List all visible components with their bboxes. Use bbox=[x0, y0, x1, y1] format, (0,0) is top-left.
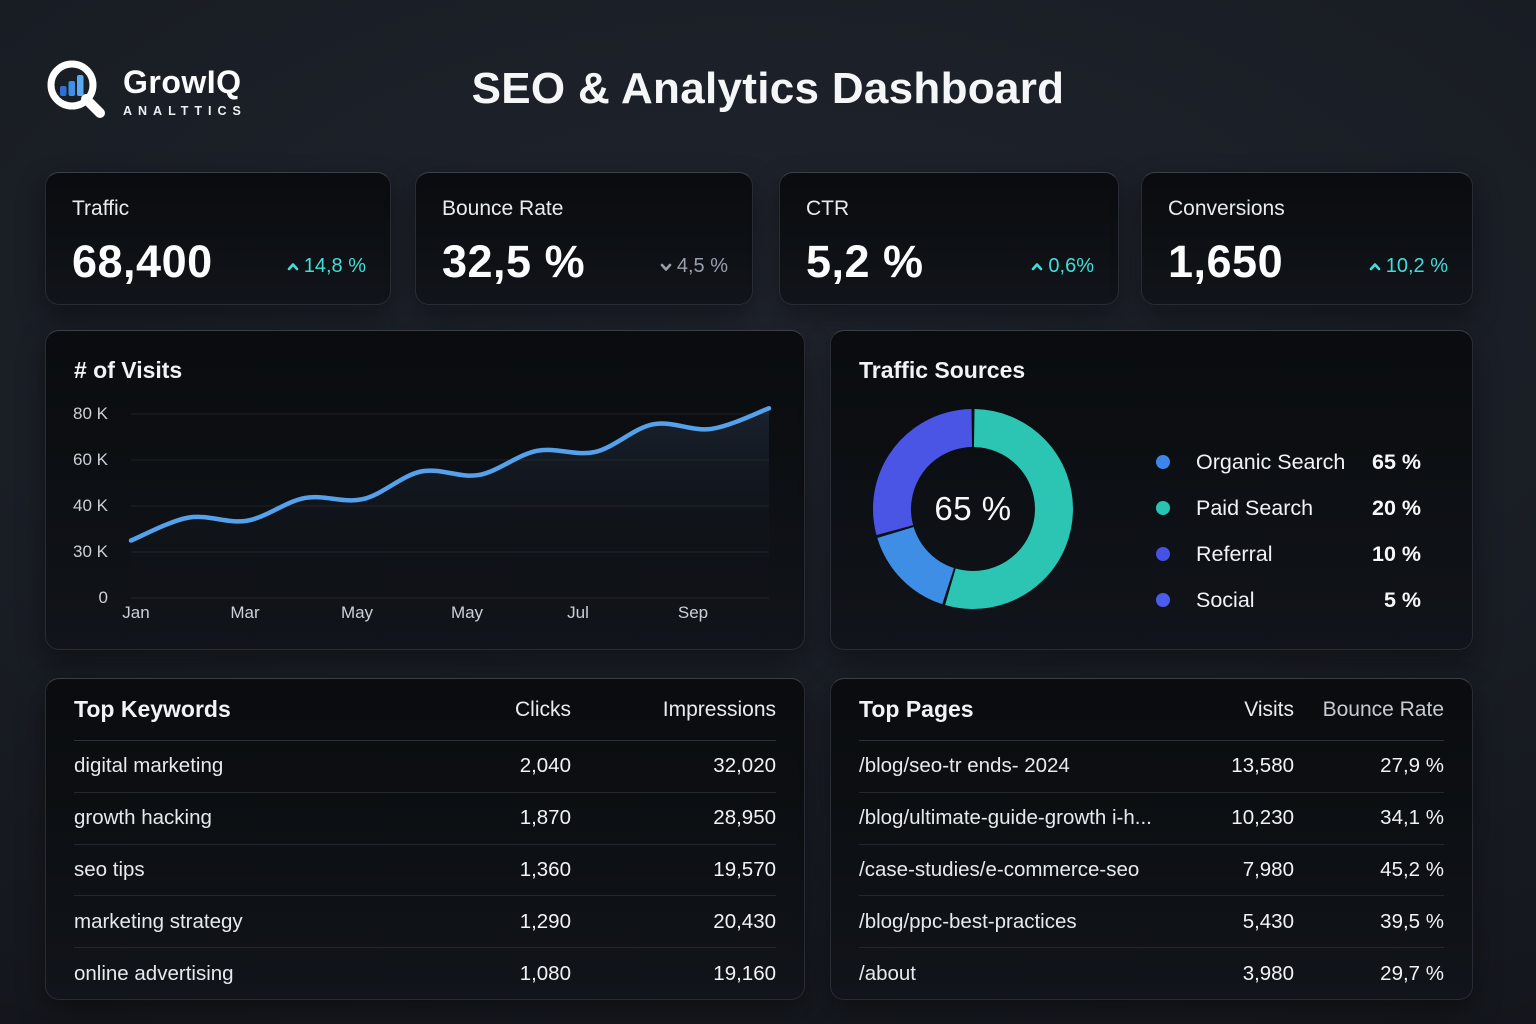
column-header-bounce-rate: Bounce Rate bbox=[1322, 697, 1444, 721]
x-tick-label: Jul bbox=[567, 603, 589, 622]
table-row[interactable]: seo tips 1,360 19,570 bbox=[74, 845, 776, 897]
legend-dot-icon bbox=[1156, 501, 1170, 515]
kpi-value: 5,2 % bbox=[806, 236, 924, 287]
traffic-sources-card: Traffic Sources 65 % Organic Search 65 %… bbox=[830, 330, 1473, 650]
kpi-card-conversions: Conversions 1,650 10,2 % bbox=[1141, 172, 1473, 305]
visits-chart-card: # of Visits 80 K 60 K 40 K 30 K 0 Jan Ma… bbox=[45, 330, 805, 650]
logo[interactable]: GrowIQ ANALTTICS bbox=[45, 58, 247, 126]
kpi-delta: 10,2 % bbox=[1368, 255, 1448, 278]
y-tick-label: 30 K bbox=[73, 542, 108, 561]
table-row[interactable]: /blog/ultimate-guide-growth i-h... 10,23… bbox=[859, 793, 1444, 845]
kpi-label: Bounce Rate bbox=[442, 197, 564, 220]
kpi-delta: 4,5 % bbox=[659, 255, 728, 278]
table-row[interactable]: online advertising 1,080 19,160 bbox=[74, 961, 776, 985]
kpi-label: CTR bbox=[806, 197, 850, 220]
top-pages-header: Top Pages Visits Bounce Rate bbox=[859, 679, 1444, 741]
kpi-value: 1,650 bbox=[1168, 236, 1284, 287]
logo-name: GrowIQ bbox=[123, 64, 242, 101]
table-row[interactable]: /about 3,980 29,7 % bbox=[859, 961, 1444, 985]
kpi-value: 68,400 bbox=[72, 236, 213, 287]
donut-center-label: 65 % bbox=[934, 490, 1012, 527]
kpi-card-bounce-rate: Bounce Rate 32,5 % 4,5 % bbox=[415, 172, 753, 305]
table-row[interactable]: /blog/ppc-best-practices 5,430 39,5 % bbox=[859, 896, 1444, 949]
x-tick-label: May bbox=[340, 603, 374, 622]
legend-item-social[interactable]: Social 5 % bbox=[1156, 577, 1421, 623]
kpi-delta: 0,6% bbox=[1030, 255, 1094, 278]
table-title: Top Keywords bbox=[74, 696, 231, 722]
visits-line-chart bbox=[128, 406, 772, 599]
kpi-delta: 14,8 % bbox=[286, 255, 366, 278]
kpi-label: Traffic bbox=[72, 197, 130, 220]
page-title: SEO & Analytics Dashboard bbox=[471, 64, 1065, 113]
kpi-value: 32,5 % bbox=[442, 236, 586, 287]
x-tick-label: May bbox=[450, 603, 484, 622]
table-row[interactable]: /blog/seo-tr ends- 2024 13,580 27,9 % bbox=[859, 741, 1444, 793]
legend-dot-icon bbox=[1156, 593, 1170, 607]
traffic-sources-title: Traffic Sources bbox=[859, 357, 1026, 383]
legend-dot-icon bbox=[1156, 455, 1170, 469]
y-tick-label: 0 bbox=[98, 588, 108, 607]
visits-chart-title: # of Visits bbox=[74, 357, 183, 383]
table-row[interactable]: digital marketing 2,040 32,020 bbox=[74, 741, 776, 793]
column-header-visits: Visits bbox=[1244, 697, 1294, 721]
y-tick-label: 40 K bbox=[73, 496, 108, 515]
legend-item-paid-search[interactable]: Paid Search 20 % bbox=[1156, 485, 1421, 531]
table-row[interactable]: marketing strategy 1,290 20,430 bbox=[74, 896, 776, 949]
y-tick-label: 60 K bbox=[73, 450, 108, 469]
legend-item-organic-search[interactable]: Organic Search 65 % bbox=[1156, 439, 1421, 485]
column-header-clicks: Clicks bbox=[515, 697, 571, 721]
top-pages-card: Top Pages Visits Bounce Rate /blog/seo-t… bbox=[830, 678, 1473, 1000]
x-tick-label: Sep bbox=[677, 603, 709, 622]
traffic-sources-legend: Organic Search 65 % Paid Search 20 % Ref… bbox=[1156, 439, 1421, 623]
table-row[interactable]: /case-studies/e-commerce-seo 7,980 45,2 … bbox=[859, 845, 1444, 897]
table-row[interactable]: growth hacking 1,870 28,950 bbox=[74, 793, 776, 845]
column-header-impressions: Impressions bbox=[662, 697, 776, 721]
legend-dot-icon bbox=[1156, 547, 1170, 561]
traffic-sources-donut-chart bbox=[873, 408, 1073, 609]
trend-up-icon bbox=[1369, 262, 1381, 270]
logo-subtitle: ANALTTICS bbox=[123, 103, 247, 118]
trend-up-icon bbox=[287, 262, 299, 270]
legend-item-referral[interactable]: Referral 10 % bbox=[1156, 531, 1421, 577]
top-keywords-header: Top Keywords Clicks Impressions bbox=[74, 679, 776, 741]
x-tick-label: Jan bbox=[122, 603, 150, 622]
x-tick-label: Mar bbox=[230, 603, 260, 622]
y-tick-label: 80 K bbox=[73, 404, 108, 423]
magnifier-chart-icon bbox=[47, 60, 105, 118]
kpi-card-traffic: Traffic 68,400 14,8 % bbox=[45, 172, 391, 305]
trend-up-icon bbox=[1032, 262, 1043, 270]
trend-down-icon bbox=[660, 263, 672, 271]
kpi-label: Conversions bbox=[1168, 197, 1285, 220]
top-keywords-card: Top Keywords Clicks Impressions digital … bbox=[45, 678, 805, 1000]
table-title: Top Pages bbox=[859, 696, 974, 722]
kpi-card-ctr: CTR 5,2 % 0,6% bbox=[779, 172, 1119, 305]
